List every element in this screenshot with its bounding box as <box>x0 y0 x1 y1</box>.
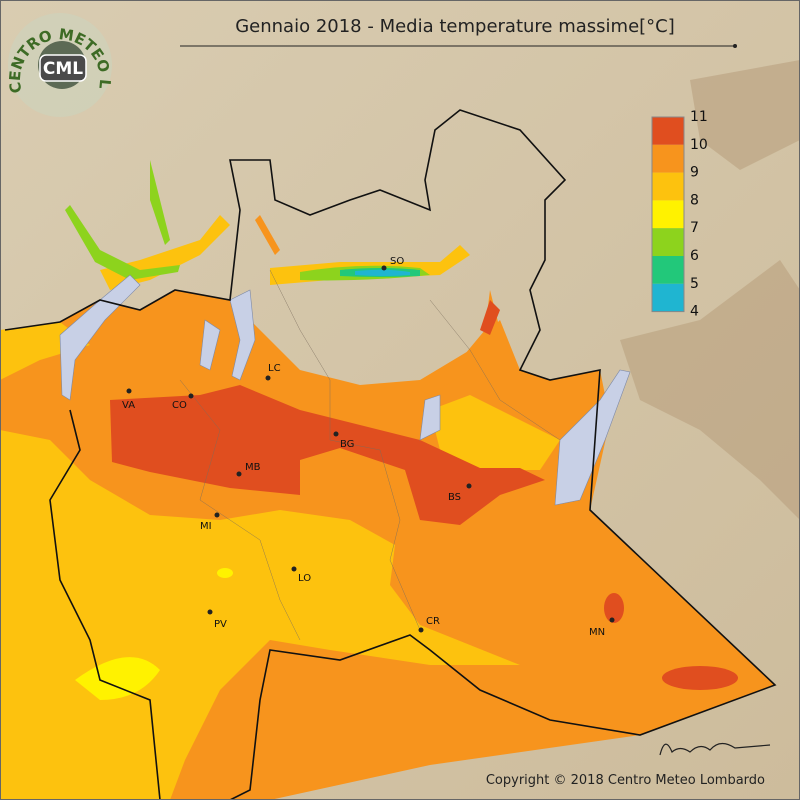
title-dot <box>733 44 737 48</box>
city-label: SO <box>390 256 404 267</box>
zone-8-9 <box>430 395 560 470</box>
legend: 11 10 9 8 7 6 5 4 <box>651 109 708 320</box>
legend-label: 8 <box>690 192 699 208</box>
zone-7-8 <box>217 568 233 578</box>
legend-swatch <box>652 200 684 229</box>
legend-label: 7 <box>690 220 699 236</box>
city-label: LO <box>298 573 311 584</box>
legend-label: 10 <box>690 137 708 153</box>
logo-badge: CML <box>43 59 83 79</box>
valley-strip <box>255 215 280 255</box>
city-label: CR <box>426 616 440 627</box>
zone-10-11 <box>480 300 500 335</box>
city-label: MI <box>200 521 212 532</box>
relief <box>620 60 800 520</box>
valley-strip <box>65 205 180 280</box>
province-borders <box>179 269 561 641</box>
legend-label: 5 <box>690 276 699 292</box>
valley-strip <box>150 160 170 245</box>
legend-label: 4 <box>690 304 699 320</box>
zone-8-9 <box>0 430 520 800</box>
legend-label: 9 <box>690 165 699 181</box>
legend-swatch <box>652 228 684 256</box>
valley-strip <box>355 269 410 276</box>
legend-swatch <box>652 172 684 201</box>
city-label: CO <box>172 400 187 411</box>
city-label: VA <box>122 400 135 411</box>
legend-swatch <box>652 144 684 173</box>
legend-swatch <box>652 117 684 145</box>
legend-swatch <box>652 283 684 312</box>
region-border <box>4 109 777 800</box>
city-label: BG <box>340 439 354 450</box>
city-label: MN <box>589 627 605 638</box>
copyright: Copyright © 2018 Centro Meteo Lombardo <box>486 773 765 788</box>
legend-swatch <box>652 256 684 284</box>
city-label: PV <box>214 619 227 630</box>
signature <box>659 742 771 756</box>
zone-10-11 <box>604 593 624 623</box>
zone-10-11 <box>110 385 545 525</box>
cities: SO LC VA CO BG MB BS MI LO PV CR MN <box>122 256 615 638</box>
city-label: MB <box>245 462 261 473</box>
legend-frame <box>651 116 685 313</box>
city-label: BS <box>448 492 461 503</box>
valley-strip <box>420 290 500 395</box>
city-label: LC <box>268 363 281 374</box>
title: Gennaio 2018 - Media temperature massime… <box>235 16 675 37</box>
legend-label: 11 <box>690 109 708 125</box>
legend-label: 6 <box>690 248 699 264</box>
zone-10-11 <box>662 666 738 690</box>
